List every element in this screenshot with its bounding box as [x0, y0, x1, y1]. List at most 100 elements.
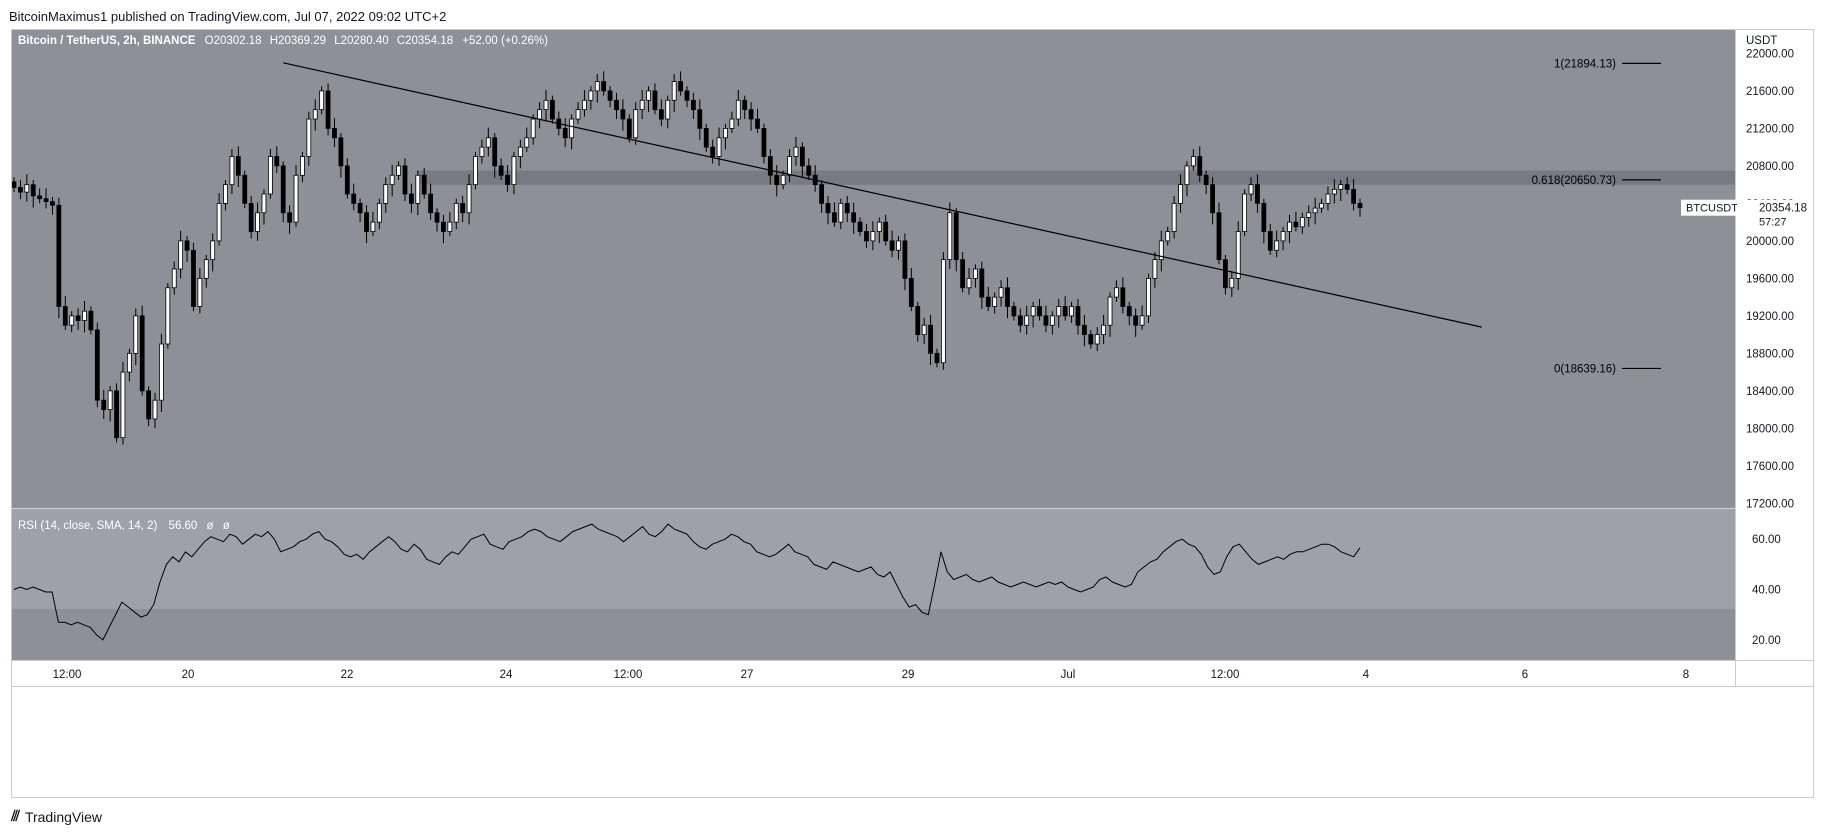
candle-body: [280, 165, 286, 214]
candle-body: [537, 109, 542, 120]
price-tag-box: [1737, 199, 1811, 230]
price-tick-label: 21200.00: [1746, 123, 1794, 135]
candle-body: [453, 202, 459, 223]
candle-body: [678, 81, 683, 92]
footer-logo[interactable]: ⫻ TradingView: [11, 808, 102, 825]
descending-trendline[interactable]: [283, 62, 1482, 328]
candle-body: [287, 212, 292, 223]
candle-body: [460, 202, 466, 214]
open-value: 20302.18: [214, 35, 262, 47]
time-tick-label: 20: [182, 669, 195, 681]
candle-body: [1037, 306, 1042, 317]
candle-body: [75, 315, 81, 321]
candle-body: [1306, 212, 1312, 218]
candle-body: [646, 90, 651, 101]
current-price-tag: BTCUSDT 20354.18 57:27: [1681, 199, 1811, 230]
rsi-label: RSI (14, close, SMA, 14, 2): [18, 520, 158, 532]
candle-body: [1094, 334, 1100, 345]
candle-body: [517, 146, 523, 157]
publish-line: BitcoinMaximus1 published on TradingView…: [9, 9, 447, 24]
candle-body: [691, 99, 696, 111]
rsi-extra-2: ø: [223, 520, 230, 532]
candle-body: [466, 184, 472, 214]
price-tick-label: 17200.00: [1746, 498, 1794, 510]
candle-body: [409, 193, 414, 204]
price-tick-label: 19200.00: [1746, 311, 1794, 323]
candle-body: [1178, 184, 1183, 204]
candle-body: [441, 221, 446, 232]
candle-body: [684, 90, 690, 101]
price-tag-value: 20354.18: [1759, 203, 1807, 215]
candle-body: [748, 109, 754, 120]
candle-body: [344, 165, 350, 195]
candle-body: [1171, 202, 1177, 232]
candle-body: [120, 371, 126, 439]
time-axis-ticks: 12:00 20 22 24 12:00 27 29 Jul 12:00 4 6 8: [53, 669, 1690, 681]
time-tick-label: 8: [1683, 669, 1689, 681]
candle-body: [562, 128, 568, 139]
candle-body: [94, 329, 100, 401]
candle-body: [883, 221, 889, 242]
candle-body: [780, 174, 786, 186]
candle-body: [415, 174, 421, 204]
candle-body: [940, 259, 946, 364]
candle-body: [607, 90, 613, 101]
candle-body: [1261, 202, 1267, 232]
close-value: 20354.18: [405, 35, 453, 47]
resistance-zone: [417, 170, 1735, 185]
candle-body: [248, 202, 254, 232]
candle-body: [498, 165, 504, 176]
candle-body: [139, 315, 145, 392]
candle-body: [819, 184, 824, 204]
candle-body: [697, 109, 703, 129]
candle-body: [1011, 306, 1017, 317]
candle-body: [1101, 324, 1107, 336]
candle-body: [723, 128, 728, 139]
candle-body: [1280, 231, 1286, 242]
candle-body: [1216, 212, 1222, 261]
candle-body: [915, 306, 921, 336]
candle-body: [652, 90, 658, 111]
candle-body: [594, 81, 600, 92]
candle-body: [1107, 296, 1113, 326]
chart-header: Bitcoin / TetherUS, 2h, BINANCE O20302.1…: [18, 35, 548, 47]
price-tick-label: 21600.00: [1746, 86, 1794, 98]
candle-body: [56, 204, 62, 307]
time-tick-label: 4: [1363, 669, 1370, 681]
candle-body: [671, 81, 677, 101]
candle-body: [165, 287, 171, 345]
candle-body: [1146, 277, 1151, 317]
candle-body: [1075, 306, 1081, 326]
candle-body: [1235, 231, 1241, 279]
candle-body: [255, 212, 260, 232]
candle-body: [857, 221, 863, 232]
tradingview-logo-icon: ⫻: [11, 808, 20, 825]
candle-body: [729, 118, 735, 129]
candle-body: [30, 184, 36, 197]
candle-body: [191, 249, 196, 307]
high-label: H: [270, 35, 278, 47]
candle-body: [742, 99, 748, 111]
candle-body: [735, 99, 741, 120]
candle-body: [1293, 221, 1299, 228]
fib-level-label: 0.618(20650.73): [1532, 175, 1617, 187]
candle-body: [50, 201, 55, 206]
chart-canvas[interactable]: 1(21894.13) 0.618(20650.73) 0(18639.16) Bi…: [11, 30, 1813, 797]
candle-body: [793, 146, 799, 157]
candle-body: [620, 109, 626, 120]
candle-body: [1126, 306, 1132, 317]
candle-body: [1331, 188, 1337, 195]
open-label: O: [205, 35, 214, 47]
candle-body: [960, 259, 965, 289]
price-tick-label: 22000.00: [1746, 48, 1794, 60]
candle-body: [11, 181, 17, 188]
candle-body: [896, 240, 901, 251]
candle-body: [799, 146, 805, 167]
change-value: +52.00 (+0.26%): [462, 35, 548, 47]
candle-body: [639, 99, 645, 111]
candle-body: [575, 109, 581, 120]
symbol-tag-box: [1681, 199, 1744, 216]
candle-body: [101, 399, 107, 410]
price-tick-label: 18000.00: [1746, 423, 1794, 435]
